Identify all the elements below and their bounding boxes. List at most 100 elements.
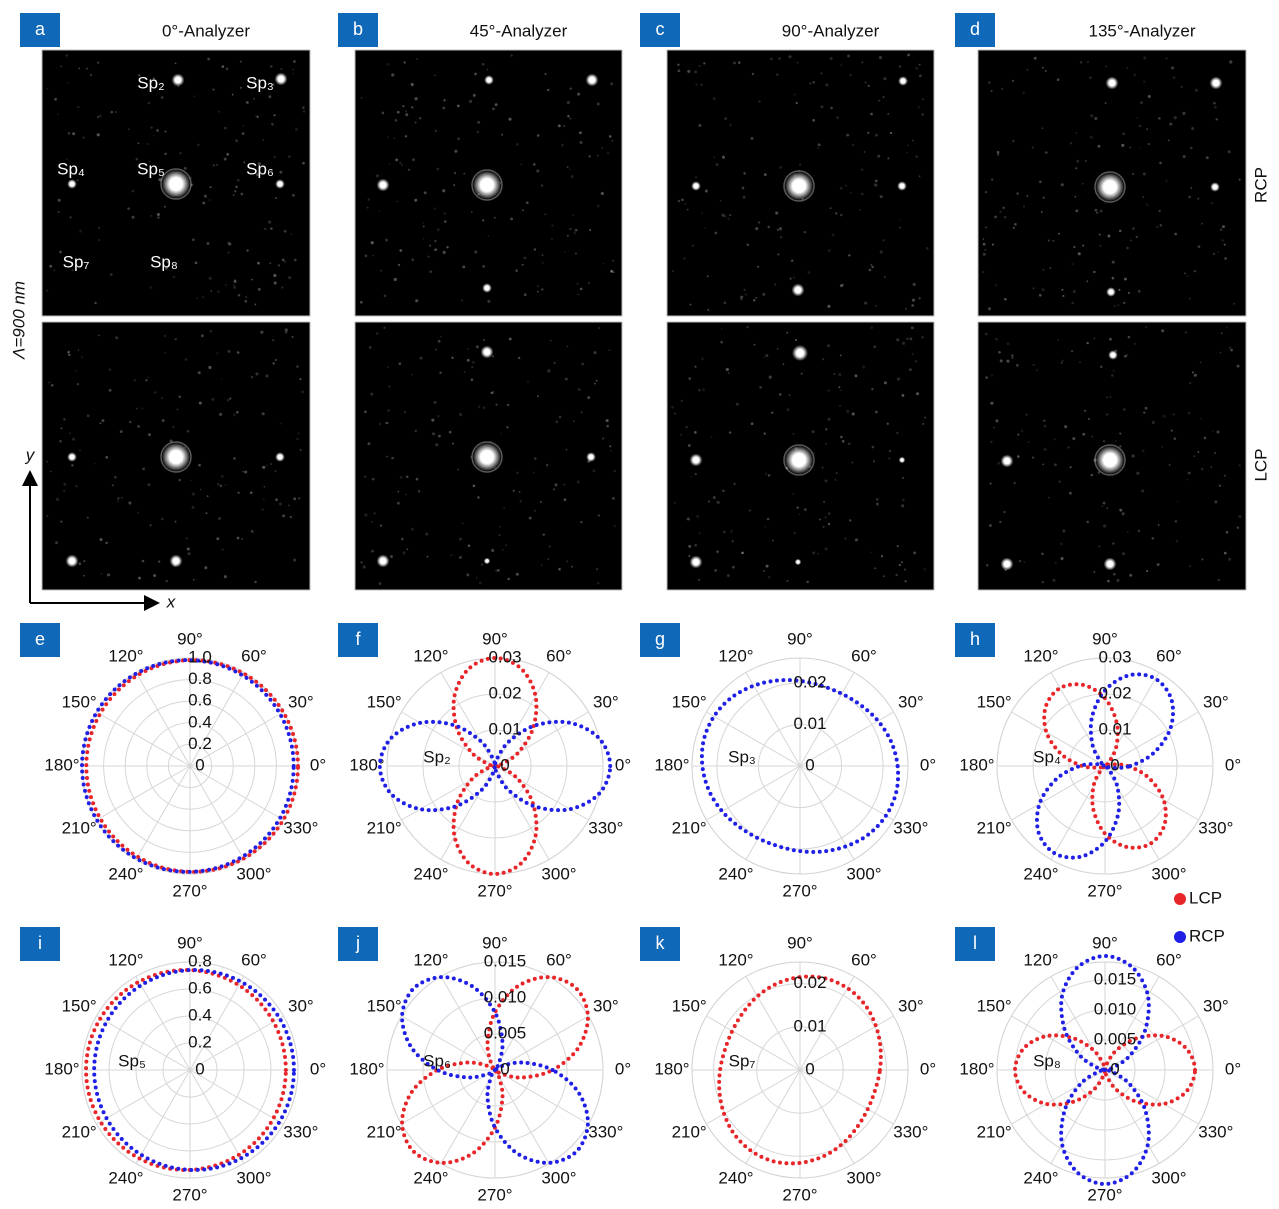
speckle	[1115, 440, 1117, 442]
speckle	[1222, 225, 1225, 228]
speckle	[918, 106, 920, 108]
speckle	[164, 352, 166, 354]
spot-label: Sp₈	[1033, 1051, 1061, 1070]
speckle	[146, 143, 148, 145]
theta-tick-label: 120°	[413, 646, 448, 665]
speckle	[401, 538, 404, 541]
speckle	[589, 155, 591, 157]
speckle	[580, 288, 583, 291]
speckle	[1194, 455, 1196, 457]
speckle	[391, 457, 394, 460]
speckle	[48, 382, 50, 384]
speckle	[985, 227, 987, 229]
speckle	[474, 251, 477, 254]
speckle	[1122, 512, 1125, 515]
speckle	[904, 569, 906, 571]
speckle	[870, 113, 873, 116]
speckle	[766, 565, 769, 568]
speckle	[1152, 421, 1155, 424]
speckle	[1053, 579, 1056, 582]
speckle	[483, 406, 486, 409]
speckle	[213, 164, 215, 166]
speckle	[422, 222, 424, 224]
speckle	[184, 167, 187, 170]
speckle	[499, 526, 501, 528]
speckle	[547, 369, 550, 372]
speckle	[233, 457, 236, 460]
theta-tick-label: 300°	[236, 1169, 271, 1188]
speckle	[752, 73, 754, 75]
speckle	[569, 168, 571, 170]
speckle	[379, 423, 381, 425]
spot	[586, 74, 599, 87]
speckle	[722, 156, 725, 159]
speckle	[1143, 56, 1146, 59]
speckle	[258, 288, 261, 291]
speckle	[55, 541, 58, 544]
speckle	[1200, 418, 1202, 420]
speckle	[461, 299, 463, 301]
speckle	[1181, 86, 1183, 88]
r-tick-label: 0.005	[484, 1023, 527, 1042]
speckle	[1114, 305, 1117, 308]
speckle	[59, 440, 62, 443]
r-tick-label: 1.0	[188, 647, 212, 666]
speckle	[1171, 66, 1174, 69]
speckle	[775, 212, 778, 215]
speckle	[151, 215, 153, 217]
speckle	[606, 425, 609, 428]
theta-tick-label: 120°	[413, 950, 448, 969]
speckle	[275, 197, 277, 199]
speckle	[904, 580, 906, 582]
speckle	[69, 432, 71, 434]
speckle	[216, 537, 219, 540]
speckle	[878, 100, 880, 102]
speckle	[293, 497, 296, 500]
speckle	[275, 359, 277, 361]
speckle	[1017, 455, 1020, 458]
speckle	[797, 506, 799, 508]
speckle	[1146, 570, 1148, 572]
speckle	[579, 131, 582, 134]
speckle	[822, 467, 824, 469]
speckle	[241, 538, 243, 540]
grid-spoke	[401, 766, 495, 820]
speckle	[142, 560, 145, 563]
theta-tick-label: 60°	[546, 646, 572, 665]
speckle	[705, 189, 708, 192]
panel-letter: d	[970, 19, 980, 39]
speckle	[54, 98, 57, 101]
speckle	[1218, 579, 1220, 581]
speckle	[246, 101, 249, 104]
r-tick-label: 0.02	[1098, 683, 1131, 702]
spot	[792, 284, 805, 297]
speckle	[1088, 418, 1090, 420]
speckle	[1128, 336, 1131, 339]
speckle	[1094, 117, 1097, 120]
speckle	[58, 199, 61, 202]
speckle	[240, 61, 242, 63]
speckle	[173, 276, 176, 279]
speckle	[828, 512, 830, 514]
speckle	[462, 523, 464, 525]
speckle	[1187, 275, 1189, 277]
spot-label: Sp₂	[423, 747, 450, 766]
speckle	[861, 168, 864, 171]
spot	[67, 179, 77, 189]
speckle	[614, 470, 616, 472]
speckle	[224, 575, 227, 578]
speckle	[701, 212, 703, 214]
r-tick-label: 0.01	[793, 714, 826, 733]
speckle	[906, 338, 908, 340]
theta-tick-label: 240°	[108, 1169, 143, 1188]
speckle	[570, 87, 572, 89]
speckle	[1044, 425, 1047, 428]
speckle	[1061, 362, 1063, 364]
speckle	[364, 254, 367, 257]
speckle	[720, 341, 723, 344]
speckle	[193, 579, 195, 581]
speckle	[476, 577, 478, 579]
speckle	[869, 269, 872, 272]
speckle	[1091, 436, 1093, 438]
speckle	[225, 284, 227, 286]
